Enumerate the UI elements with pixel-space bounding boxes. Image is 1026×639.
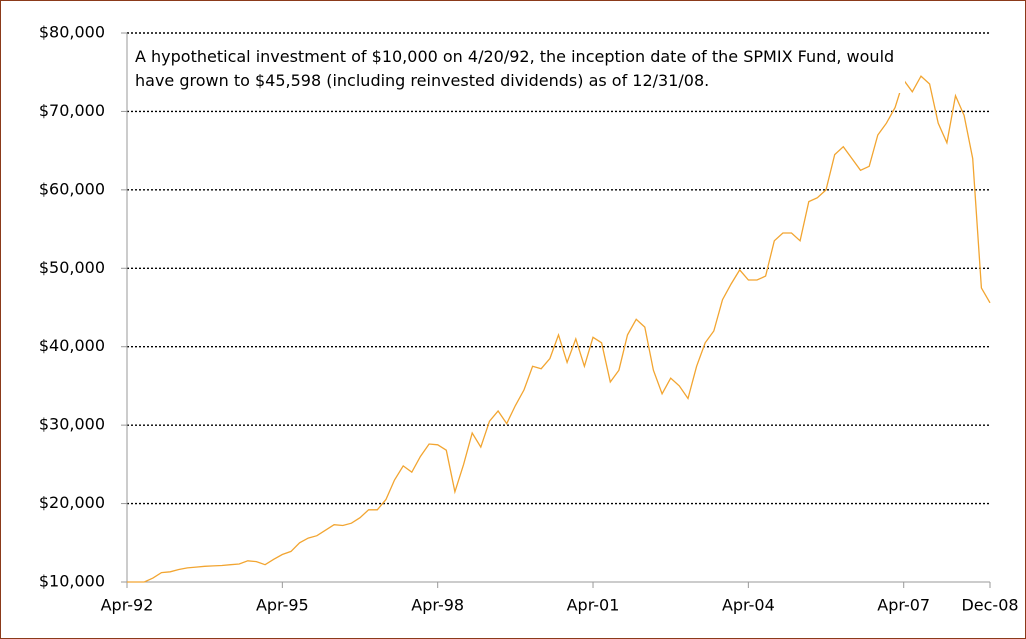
y-tick-label: $20,000: [39, 493, 105, 512]
data-line: [127, 75, 991, 583]
annotation: A hypothetical investment of $10,000 on …: [135, 45, 905, 93]
x-tick-label: Apr-98: [411, 596, 464, 615]
y-tick-label: $30,000: [39, 415, 105, 434]
y-tick-label: $80,000: [39, 23, 105, 42]
y-tick-label: $60,000: [39, 179, 105, 198]
y-tick-label: $40,000: [39, 336, 105, 355]
y-tick-label: $70,000: [39, 101, 105, 120]
x-tick-label: Apr-95: [256, 596, 309, 615]
y-tick-label: $50,000: [39, 258, 105, 277]
y-tick-label: $10,000: [39, 572, 105, 591]
x-tick-label: Apr-01: [567, 596, 620, 615]
x-tick-label: Apr-92: [101, 596, 154, 615]
x-tick-label: Apr-04: [722, 596, 775, 615]
x-tick-label: Dec-08: [961, 596, 1018, 615]
x-tick-label: Apr-07: [877, 596, 930, 615]
